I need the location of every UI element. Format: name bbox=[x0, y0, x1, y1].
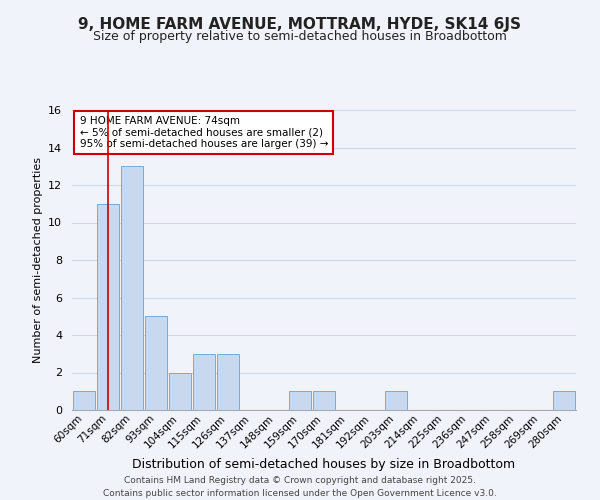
Bar bbox=[313, 391, 335, 410]
Bar bbox=[289, 391, 311, 410]
Text: Size of property relative to semi-detached houses in Broadbottom: Size of property relative to semi-detach… bbox=[93, 30, 507, 43]
X-axis label: Distribution of semi-detached houses by size in Broadbottom: Distribution of semi-detached houses by … bbox=[133, 458, 515, 471]
Bar bbox=[73, 391, 95, 410]
Bar bbox=[217, 354, 239, 410]
Bar bbox=[97, 204, 119, 410]
Bar bbox=[145, 316, 167, 410]
Text: Contains HM Land Registry data © Crown copyright and database right 2025.
Contai: Contains HM Land Registry data © Crown c… bbox=[103, 476, 497, 498]
Text: 9, HOME FARM AVENUE, MOTTRAM, HYDE, SK14 6JS: 9, HOME FARM AVENUE, MOTTRAM, HYDE, SK14… bbox=[79, 18, 521, 32]
Bar bbox=[553, 391, 575, 410]
Bar bbox=[385, 391, 407, 410]
Bar bbox=[193, 354, 215, 410]
Text: 9 HOME FARM AVENUE: 74sqm
← 5% of semi-detached houses are smaller (2)
95% of se: 9 HOME FARM AVENUE: 74sqm ← 5% of semi-d… bbox=[80, 116, 328, 149]
Bar bbox=[169, 372, 191, 410]
Y-axis label: Number of semi-detached properties: Number of semi-detached properties bbox=[32, 157, 43, 363]
Bar bbox=[121, 166, 143, 410]
